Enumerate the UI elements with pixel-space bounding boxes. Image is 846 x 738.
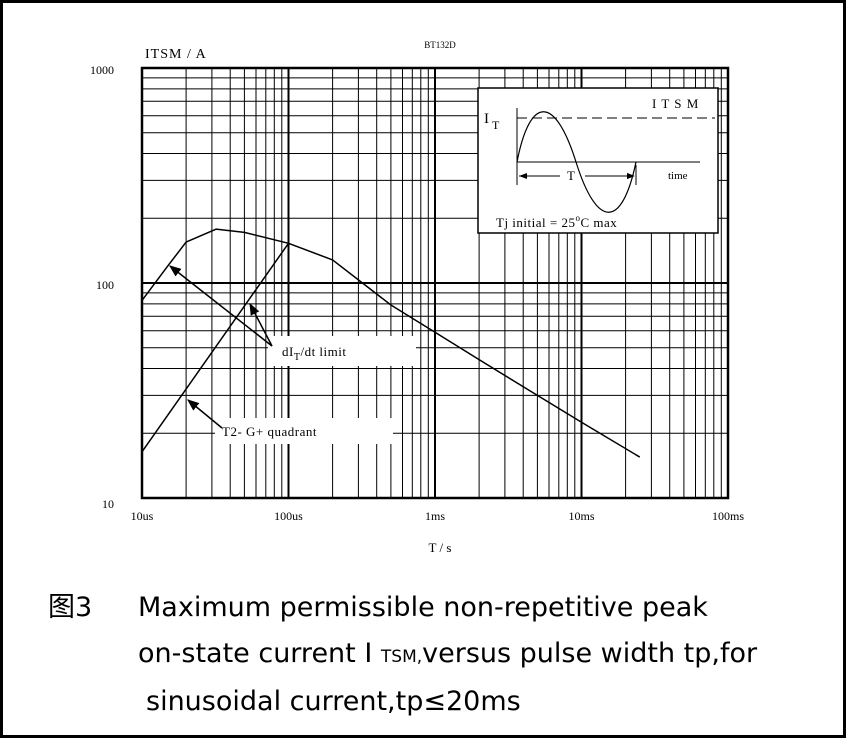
y-tick-label: 1000: [90, 63, 114, 77]
inset-level-label: I T S M: [652, 96, 699, 111]
inset: I T I T S M T time Tj initial = 25oC max: [477, 87, 719, 234]
inset-x-label: time: [668, 170, 688, 182]
caption-line: sinusoidal current,tp≤20ms: [146, 686, 521, 717]
curve: [141, 242, 290, 453]
annotation-bg: [268, 336, 416, 366]
annotation-bg: [215, 418, 393, 444]
inset-note-text: Tj initial = 25: [496, 215, 575, 230]
annotation: T2- G+ quadrant: [222, 424, 317, 439]
inset-note-text: C max: [580, 215, 617, 230]
annotation-arrow: [249, 302, 273, 347]
x-tick-label: 10ms: [568, 509, 594, 523]
curve: [141, 228, 641, 458]
inset-y-label: I: [484, 111, 489, 127]
x-tick-label: 1ms: [425, 509, 445, 523]
x-axis-label: T / s: [429, 540, 452, 555]
y-axis-label: ITSM / A: [145, 47, 207, 62]
annotation-arrow: [187, 399, 223, 429]
caption-line: Maximum permissible non-repetitive peak: [138, 592, 708, 623]
annotation-sub: T: [294, 352, 301, 363]
caption-line: on-state current I TSM,versus pulse widt…: [138, 638, 758, 669]
caption-text: versus pulse width tp,for: [422, 638, 758, 669]
inset-y-label-sub: T: [492, 118, 500, 132]
inset-arrowhead: [519, 173, 527, 179]
plot-border: [140, 66, 730, 500]
caption-text: on-state current I: [138, 638, 381, 669]
x-tick-label: 10us: [131, 509, 154, 523]
annotation-text: dI: [282, 344, 294, 359]
plot: [141, 228, 641, 458]
x-tick-label: 100us: [274, 509, 303, 523]
caption-figure: 图3: [48, 592, 92, 623]
inset-period-label: T: [567, 168, 575, 183]
annotation: dIT/dt limit: [282, 344, 347, 363]
inset-note-sup: o: [575, 213, 580, 223]
inset-box: [477, 87, 719, 234]
inset-note: Tj initial = 25oC max: [496, 213, 617, 230]
annotation-arrow: [169, 265, 273, 347]
y-tick-label: 100: [96, 278, 114, 292]
inset-sine: [516, 111, 637, 213]
chart-title: BT132D: [424, 40, 456, 50]
y-tick-label: 10: [102, 497, 114, 511]
x-tick-label: 100ms: [712, 509, 744, 523]
caption-small: TSM,: [380, 647, 422, 667]
annotation-text: /dt limit: [300, 344, 346, 359]
